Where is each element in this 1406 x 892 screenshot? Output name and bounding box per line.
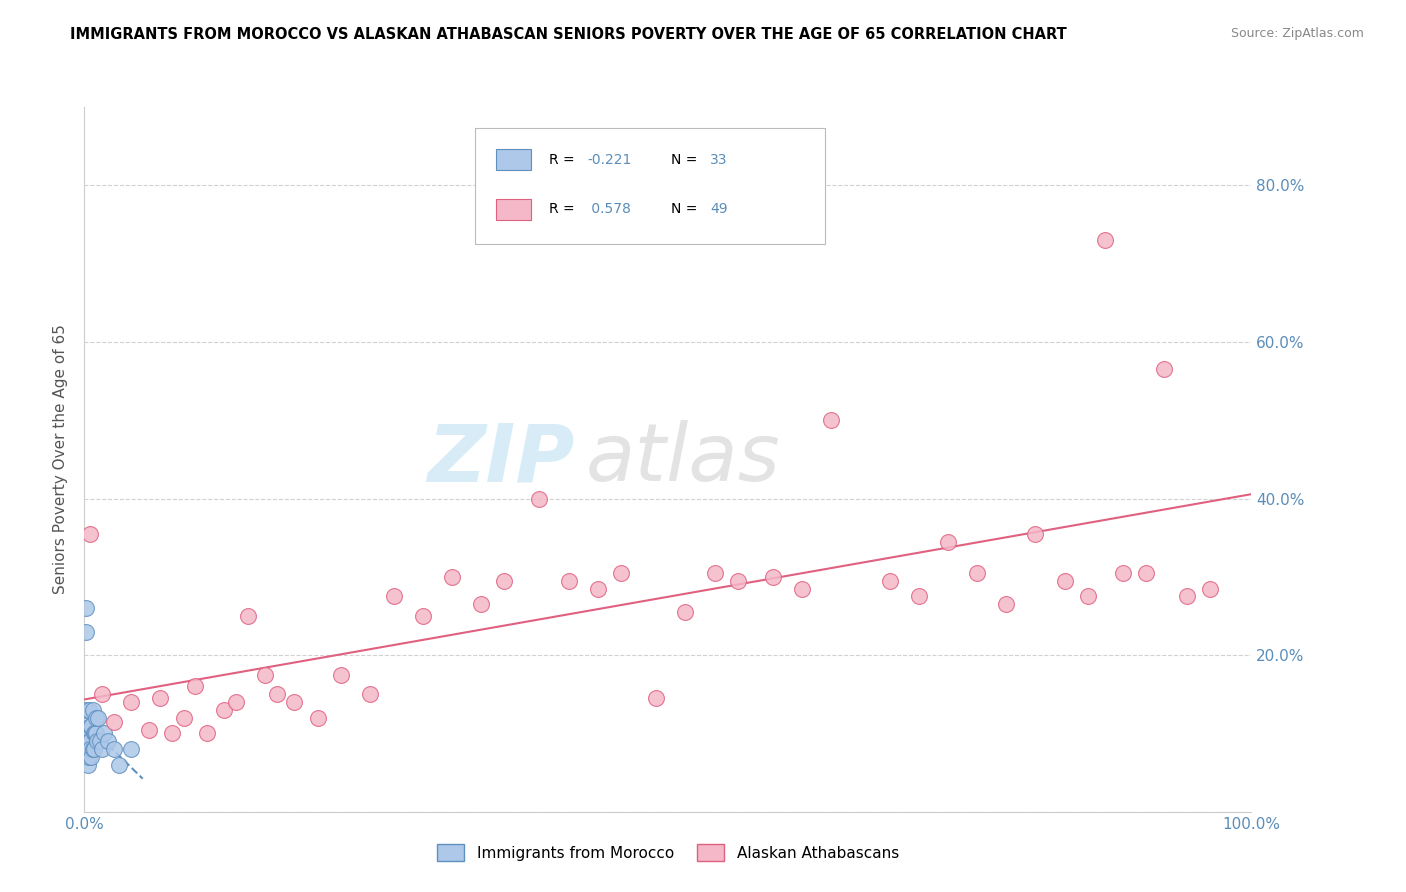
Point	[1024, 526, 1046, 541]
Point	[79, 734, 101, 748]
Point	[820, 413, 842, 427]
Point	[80, 718, 103, 732]
Text: 0.578: 0.578	[588, 202, 631, 216]
Point	[936, 534, 959, 549]
Point	[84, 726, 107, 740]
Point	[195, 726, 218, 740]
Point	[1077, 590, 1099, 604]
Point	[76, 750, 98, 764]
Text: -0.221: -0.221	[588, 153, 631, 167]
Point	[610, 566, 633, 580]
Point	[79, 742, 101, 756]
Point	[790, 582, 813, 596]
Point	[266, 687, 288, 701]
Point	[214, 703, 236, 717]
FancyBboxPatch shape	[496, 199, 531, 219]
Point	[75, 624, 97, 639]
Point	[762, 570, 785, 584]
FancyBboxPatch shape	[475, 128, 825, 244]
Point	[529, 491, 551, 506]
Point	[75, 601, 97, 615]
Point	[1053, 574, 1076, 588]
Point	[79, 718, 101, 732]
Point	[184, 680, 207, 694]
Point	[87, 711, 110, 725]
Point	[440, 570, 463, 584]
FancyBboxPatch shape	[496, 149, 531, 170]
Point	[90, 687, 112, 701]
Point	[84, 711, 107, 725]
Point	[173, 711, 195, 725]
Point	[108, 757, 131, 772]
Point	[76, 726, 98, 740]
Text: ZIP: ZIP	[427, 420, 575, 499]
Text: N =: N =	[671, 202, 702, 216]
Point	[586, 582, 609, 596]
Point	[77, 734, 100, 748]
Point	[557, 574, 579, 588]
Legend: Immigrants from Morocco, Alaskan Athabascans: Immigrants from Morocco, Alaskan Athabas…	[430, 838, 905, 868]
Text: Source: ZipAtlas.com: Source: ZipAtlas.com	[1230, 27, 1364, 40]
Point	[160, 726, 183, 740]
Point	[83, 726, 105, 740]
Point	[879, 574, 901, 588]
Point	[97, 734, 120, 748]
Point	[77, 703, 100, 717]
Point	[1135, 566, 1157, 580]
Y-axis label: Seniors Poverty Over the Age of 65: Seniors Poverty Over the Age of 65	[53, 325, 69, 594]
Point	[82, 742, 104, 756]
Point	[703, 566, 725, 580]
Point	[1175, 590, 1198, 604]
Point	[76, 734, 98, 748]
Point	[907, 590, 929, 604]
Point	[307, 711, 329, 725]
Point	[412, 609, 434, 624]
Point	[120, 742, 142, 756]
Point	[470, 597, 492, 611]
Text: R =: R =	[548, 202, 579, 216]
Point	[330, 667, 353, 681]
Point	[120, 695, 142, 709]
Point	[93, 726, 115, 740]
Point	[1199, 582, 1222, 596]
Point	[236, 609, 259, 624]
Point	[76, 742, 98, 756]
Point	[77, 750, 100, 764]
Text: IMMIGRANTS FROM MOROCCO VS ALASKAN ATHABASCAN SENIORS POVERTY OVER THE AGE OF 65: IMMIGRANTS FROM MOROCCO VS ALASKAN ATHAB…	[70, 27, 1067, 42]
Text: 49: 49	[710, 202, 727, 216]
Point	[75, 703, 97, 717]
Point	[995, 597, 1018, 611]
Point	[76, 734, 98, 748]
Point	[673, 605, 696, 619]
Point	[76, 757, 98, 772]
Point	[149, 691, 172, 706]
Point	[1153, 362, 1175, 376]
Point	[79, 526, 101, 541]
Text: 33: 33	[710, 153, 727, 167]
Point	[83, 742, 105, 756]
Point	[359, 687, 381, 701]
Point	[83, 726, 105, 740]
Point	[225, 695, 247, 709]
Point	[966, 566, 988, 580]
Text: R =: R =	[548, 153, 579, 167]
Point	[283, 695, 305, 709]
Point	[103, 742, 125, 756]
Point	[1112, 566, 1135, 580]
Point	[89, 734, 111, 748]
Point	[80, 750, 103, 764]
Point	[382, 590, 405, 604]
Point	[727, 574, 749, 588]
Point	[82, 703, 104, 717]
Text: N =: N =	[671, 153, 702, 167]
Point	[645, 691, 668, 706]
Point	[494, 574, 516, 588]
Point	[90, 742, 112, 756]
Point	[254, 667, 277, 681]
Point	[86, 734, 108, 748]
Point	[103, 714, 125, 729]
Point	[1094, 233, 1116, 247]
Point	[138, 723, 160, 737]
Text: atlas: atlas	[586, 420, 780, 499]
